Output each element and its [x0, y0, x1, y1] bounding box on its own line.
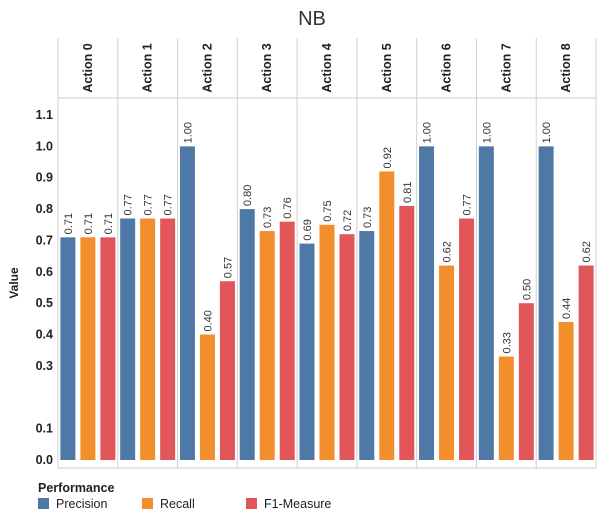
y-tick-label: 0.3	[36, 359, 53, 373]
bar-precision	[179, 146, 195, 460]
data-label: 0.92	[382, 147, 394, 168]
bar-precision	[359, 231, 375, 460]
legend: Performance Precision Recall F1-Measure	[38, 481, 331, 511]
bar-recall	[319, 224, 335, 460]
y-tick-label: 1.1	[36, 108, 53, 122]
bar-recall	[439, 265, 455, 460]
column-header-dividers	[57, 38, 597, 468]
column-header-label: Action 6	[440, 43, 454, 92]
bar-recall	[259, 231, 275, 460]
bar-f1-measure	[578, 265, 594, 460]
data-label: 0.77	[123, 194, 135, 215]
y-tick-label: 0.6	[36, 265, 53, 279]
data-label: 0.77	[462, 194, 474, 215]
column-header-label: Action 7	[499, 43, 513, 92]
bar-precision	[120, 218, 136, 460]
legend-title: Performance	[38, 481, 114, 495]
column-header-label: Action 3	[260, 43, 274, 92]
data-label: 0.40	[202, 310, 214, 331]
data-label: 0.81	[402, 182, 414, 203]
data-label: 0.62	[442, 241, 454, 262]
data-label: 0.44	[561, 298, 573, 319]
bar-recall	[140, 218, 156, 460]
bar-recall	[558, 322, 574, 460]
y-tick-label: 0.4	[36, 328, 53, 342]
bar-f1-measure	[219, 281, 235, 460]
legend-swatch-precision	[38, 498, 49, 509]
data-label: 0.77	[143, 194, 155, 215]
bar-f1-measure	[518, 303, 534, 460]
data-label: 0.33	[501, 332, 513, 353]
data-labels: 0.71 0.71 0.71 0.77 0.77 0.77 1.00 0.40 0.57 0.80…	[63, 122, 593, 354]
legend-swatch-f1-measure	[246, 498, 257, 509]
bar-f1-measure	[459, 218, 475, 460]
data-label: 1.00	[422, 122, 434, 143]
data-label: 0.69	[302, 219, 314, 240]
data-label: 0.71	[63, 213, 75, 234]
bar-recall	[80, 237, 96, 460]
legend-label: F1-Measure	[264, 497, 331, 511]
data-label: 0.62	[581, 241, 593, 262]
data-label: 0.71	[103, 213, 115, 234]
bar-precision	[239, 209, 255, 460]
bar-recall	[498, 356, 514, 460]
bar-recall	[379, 171, 395, 461]
bar-precision	[538, 146, 554, 460]
chart-title: NB	[298, 8, 326, 30]
legend-label: Precision	[56, 497, 107, 511]
data-label: 0.73	[262, 207, 274, 228]
data-label: 0.72	[342, 210, 354, 231]
column-headers: Action 0 Action 1 Action 2 Action 3 Action 4…	[81, 43, 573, 92]
bar-precision	[478, 146, 494, 460]
data-label: 0.57	[222, 257, 234, 278]
data-label: 1.00	[182, 122, 194, 143]
y-tick-label: 0.1	[36, 422, 53, 436]
data-label: 0.80	[242, 185, 254, 206]
y-tick-label: 0.5	[36, 296, 53, 310]
bar-f1-measure	[160, 218, 176, 460]
column-header-label: Action 4	[320, 43, 334, 92]
column-header-label: Action 1	[141, 43, 155, 92]
data-label: 0.77	[163, 194, 175, 215]
data-label: 1.00	[541, 122, 553, 143]
bar-f1-measure	[279, 221, 295, 460]
bar-f1-measure	[399, 205, 415, 460]
y-tick-label: 0.7	[36, 233, 53, 247]
legend-label: Recall	[160, 497, 195, 511]
y-axis-ticks: 0.0 0.1 0.3 0.4 0.5 0.6 0.7 0.8 0.9 1.0 1.1	[36, 108, 53, 467]
bar-recall	[199, 334, 215, 460]
y-tick-label: 0.0	[36, 453, 53, 467]
data-label: 0.75	[322, 200, 334, 221]
bar-precision	[419, 146, 435, 460]
bar-f1-measure	[339, 234, 355, 460]
column-header-label: Action 0	[81, 43, 95, 92]
column-header-label: Action 5	[380, 43, 394, 92]
column-header-label: Action 8	[559, 43, 573, 92]
data-label: 0.76	[282, 197, 294, 218]
legend-swatch-recall	[142, 498, 153, 509]
y-tick-label: 1.0	[36, 139, 53, 153]
y-tick-label: 0.8	[36, 202, 53, 216]
column-header-label: Action 2	[200, 43, 214, 92]
bar-precision	[299, 243, 315, 460]
y-tick-label: 0.9	[36, 171, 53, 185]
bar-f1-measure	[100, 237, 116, 460]
bars	[60, 146, 594, 461]
data-label: 0.71	[83, 213, 95, 234]
data-label: 0.73	[362, 207, 374, 228]
bar-precision	[60, 237, 76, 460]
y-axis-title: Value	[7, 267, 21, 299]
data-label: 0.50	[521, 279, 533, 300]
data-label: 1.00	[481, 122, 493, 143]
